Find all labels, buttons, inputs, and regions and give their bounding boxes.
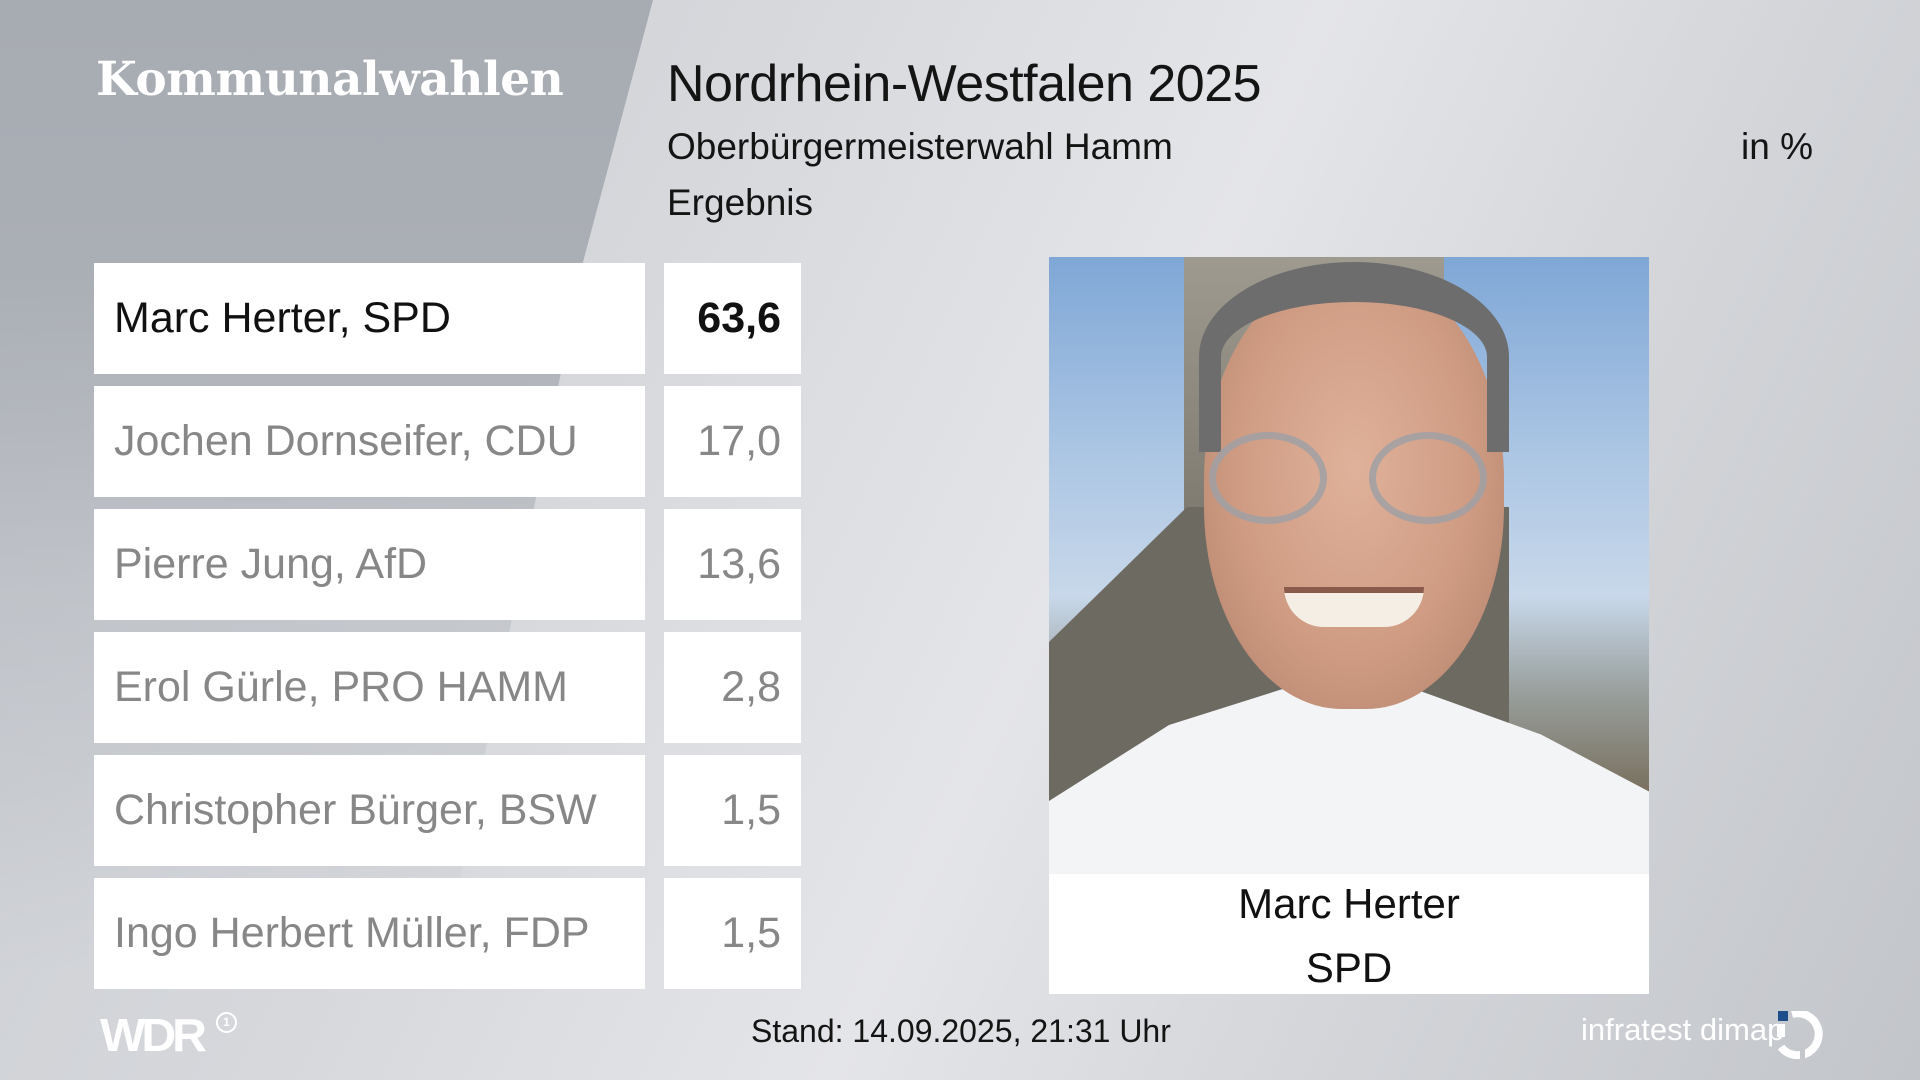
source-label: infratest dimap: [1581, 1012, 1785, 1047]
timestamp: Stand: 14.09.2025, 21:31 Uhr: [751, 1013, 1171, 1049]
candidate-name: Marc Herter, SPD: [94, 263, 645, 374]
page-title: Nordrhein-Westfalen 2025: [667, 55, 1262, 113]
wdr-logo: WDR: [100, 1009, 207, 1061]
infratest-dimap-logo-icon: [1777, 1011, 1823, 1059]
candidate-name: Pierre Jung, AfD: [94, 509, 645, 620]
unit-label: in %: [1741, 126, 1813, 167]
photo-smile: [1284, 587, 1424, 627]
candidate-name: Jochen Dornseifer, CDU: [94, 386, 645, 497]
candidate-name: Ingo Herbert Müller, FDP: [94, 878, 645, 989]
result-label: Ergebnis: [667, 182, 814, 223]
winner-caption: Marc Herter SPD: [1049, 874, 1649, 994]
candidate-percentage: 2,8: [664, 632, 801, 743]
winner-party: SPD: [1305, 944, 1393, 991]
candidate-percentage: 1,5: [664, 878, 801, 989]
candidate-percentage: 13,6: [664, 509, 801, 620]
glasses-lens-right: [1369, 432, 1487, 524]
ard-one-icon: 1: [216, 1012, 237, 1033]
candidate-percentage: 63,6: [664, 263, 801, 374]
winner-portrait-photo: [1049, 257, 1649, 874]
glasses-lens-left: [1209, 432, 1327, 524]
photo-hair: [1199, 262, 1509, 452]
candidate-name: Christopher Bürger, BSW: [94, 755, 645, 866]
photo-glasses: [1209, 432, 1499, 527]
section-kicker: Kommunalwahlen: [96, 52, 564, 107]
candidate-name: Erol Gürle, PRO HAMM: [94, 632, 645, 743]
candidate-percentage: 17,0: [664, 386, 801, 497]
election-subtitle: Oberbürgermeisterwahl Hamm: [667, 126, 1173, 167]
candidate-percentage: 1,5: [664, 755, 801, 866]
winner-name: Marc Herter: [1238, 880, 1460, 927]
